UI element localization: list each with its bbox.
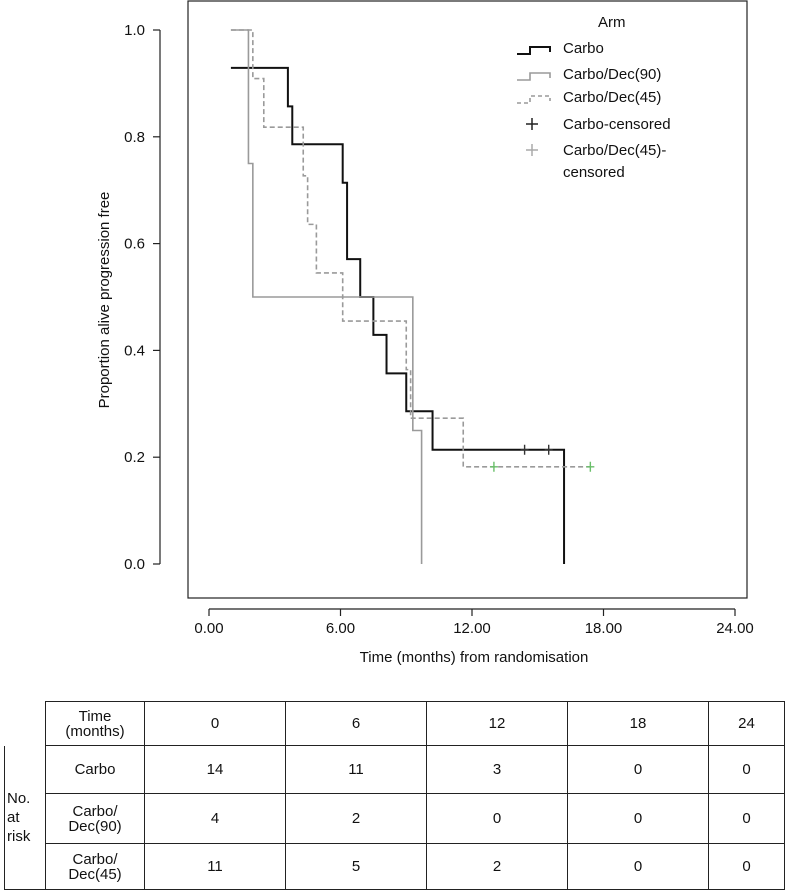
risk-cell: 14 [144, 745, 286, 794]
risk-time-12: 12 [426, 701, 568, 746]
risk-cell: 0 [708, 745, 785, 794]
km-curve-carbo [230, 66, 566, 564]
x-tick-label: 0.00 [194, 620, 223, 637]
axes: 0.0 0.2 0.4 0.6 0.8 1.0 0.00 6.00 12.00 18.00 24.0… [124, 22, 754, 637]
risk-row-label: Carbo/Dec(45) [45, 843, 145, 890]
x-tick-label: 24.00 [716, 620, 754, 637]
legend-title: Arm [598, 14, 626, 31]
legend-swatch-carbo-dec45-censored [526, 144, 538, 156]
risk-row-carbo-dec90: Carbo/Dec(90) 4 2 0 0 0 [5, 793, 785, 844]
risk-cell: 0 [426, 793, 568, 844]
risk-cell: 11 [144, 843, 286, 890]
legend-entry-carbo-dec90: Carbo/Dec(90) [563, 66, 661, 83]
risk-cell: 5 [285, 843, 427, 890]
x-tick-label: 6.00 [326, 620, 355, 637]
risk-time-0: 0 [144, 701, 286, 746]
risk-cell: 11 [285, 745, 427, 794]
risk-row-label: Carbo [45, 745, 145, 794]
legend-entry-carbo-dec45-censored: Carbo/Dec(45)- [563, 142, 666, 159]
censor-mark [544, 444, 553, 455]
risk-time-24: 24 [708, 701, 785, 746]
risk-time-18: 18 [567, 701, 709, 746]
km-curve-carbo-dec-45 [230, 29, 593, 468]
risk-header-label: Time (months) [45, 701, 145, 746]
risk-header-row: Time (months) 0 6 12 18 24 [4, 701, 785, 746]
legend-entry-carbo: Carbo [563, 40, 604, 57]
legend-swatch-carbo-dec90 [517, 72, 551, 81]
legend-entry-carbo-dec45: Carbo/Dec(45) [563, 89, 661, 106]
risk-cell: 0 [708, 843, 785, 890]
risk-row-label: Carbo/Dec(90) [45, 793, 145, 844]
legend-swatch-carbo-dec45 [517, 95, 551, 104]
y-tick-label: 0.6 [124, 236, 145, 253]
y-tick-label: 0.2 [124, 449, 145, 466]
censor-mark [489, 461, 498, 472]
legend-entry-carbo-dec45-censored-cont: censored [563, 164, 625, 181]
legend-swatch-carbo [517, 46, 551, 55]
risk-cell: 0 [567, 843, 709, 890]
y-tick-label: 0.8 [124, 129, 145, 146]
risk-time-6: 6 [285, 701, 427, 746]
risk-row-carbo: No. at risk Carbo 14 11 3 0 0 [4, 745, 785, 890]
km-chart: 0.0 0.2 0.4 0.6 0.8 1.0 0.00 6.00 12.00 18.00 24.0… [96, 0, 754, 666]
risk-cell: 0 [567, 793, 709, 844]
y-tick-label: 1.0 [124, 22, 145, 39]
risk-cell: 0 [708, 793, 785, 844]
plot-frame [187, 0, 748, 599]
censor-marks [489, 444, 595, 472]
risk-cell: 3 [426, 745, 568, 794]
x-tick-label: 12.00 [453, 620, 491, 637]
y-tick-label: 0.0 [124, 556, 145, 573]
curves [230, 29, 593, 564]
legend-swatch-carbo-censored [526, 118, 538, 130]
risk-cell: 4 [144, 793, 286, 844]
risk-cell: 0 [567, 745, 709, 794]
risk-row-carbo-dec45: Carbo/Dec(45) 11 5 2 0 0 [5, 843, 785, 890]
risk-cell: 2 [285, 793, 427, 844]
censor-mark [520, 444, 529, 455]
legend-entry-carbo-censored: Carbo-censored [563, 116, 671, 133]
x-tick-label: 18.00 [585, 620, 623, 637]
risk-corner-cell [4, 701, 46, 746]
y-axis-label: Proportion alive progression free [96, 192, 113, 409]
legend: Arm Carbo Carbo/Dec(90) Carbo/Dec(45) Ca… [517, 14, 671, 181]
censor-mark [586, 461, 595, 472]
km-curve-carbo-dec-90 [230, 29, 423, 564]
number-at-risk-table: Time (months) 0 6 12 18 24 No. at risk Carb… [4, 701, 785, 890]
risk-side-label: No. at risk [4, 745, 46, 890]
risk-cell: 2 [426, 843, 568, 890]
x-axis-label: Time (months) from randomisation [360, 649, 589, 666]
y-tick-label: 0.4 [124, 342, 145, 359]
